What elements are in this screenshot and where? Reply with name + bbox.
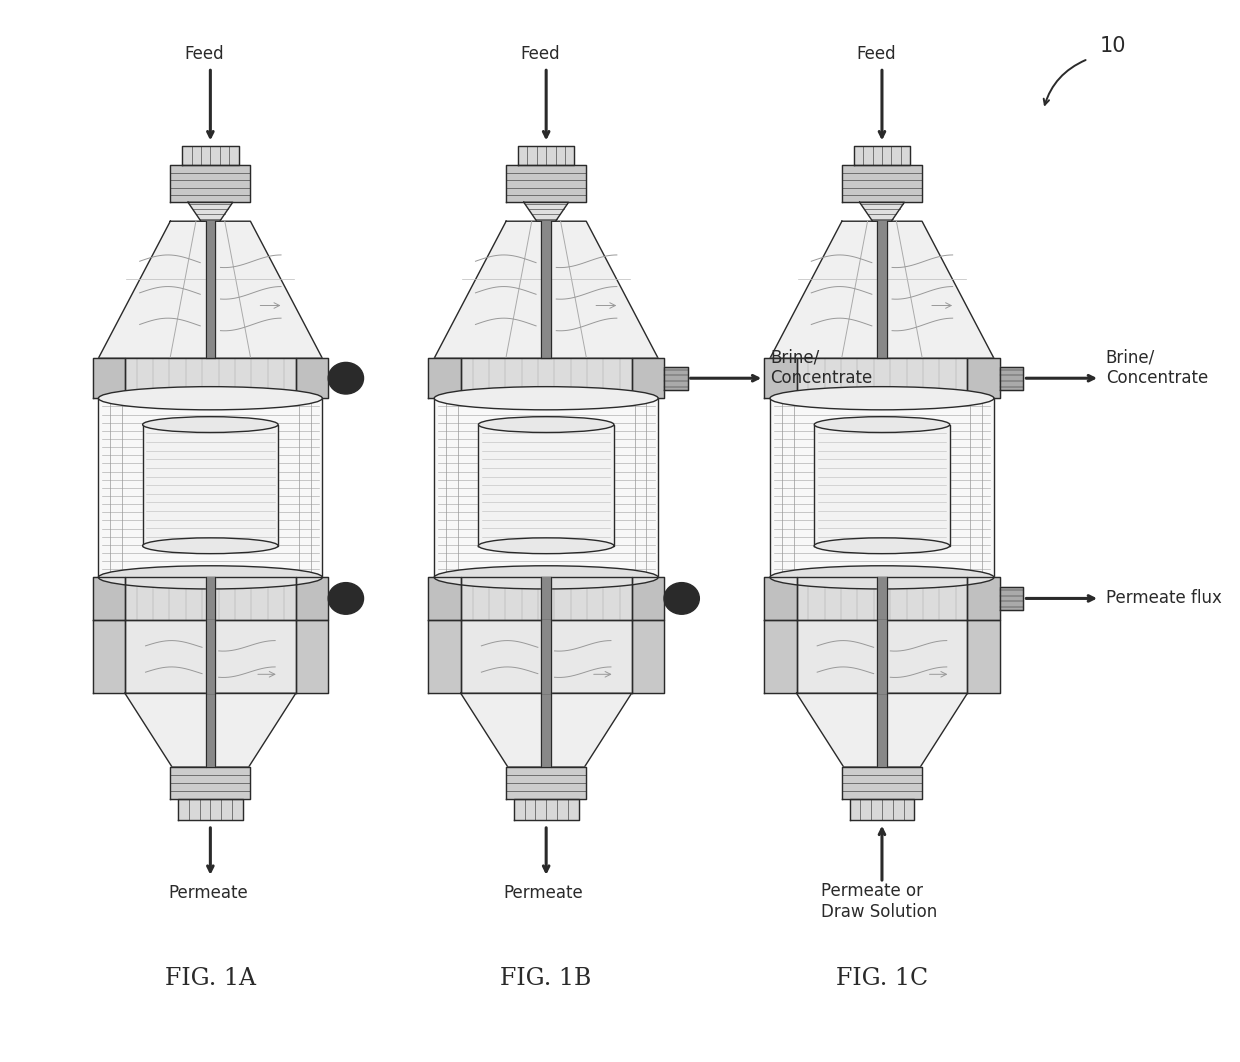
Polygon shape (796, 578, 967, 619)
Text: Brine/
Concentrate: Brine/ Concentrate (1106, 348, 1208, 387)
Polygon shape (143, 425, 278, 546)
Polygon shape (434, 221, 658, 358)
Polygon shape (182, 147, 238, 166)
Text: Permeate or
Draw Solution: Permeate or Draw Solution (821, 883, 937, 922)
Polygon shape (93, 578, 125, 619)
Polygon shape (98, 221, 322, 358)
Text: Permeate: Permeate (167, 885, 248, 903)
Polygon shape (877, 693, 887, 767)
Text: Permeate flux: Permeate flux (1106, 589, 1221, 607)
Polygon shape (796, 693, 967, 767)
Polygon shape (877, 221, 887, 358)
Polygon shape (877, 578, 887, 619)
Polygon shape (542, 221, 551, 358)
Polygon shape (859, 202, 904, 221)
Polygon shape (967, 619, 999, 693)
Ellipse shape (434, 387, 658, 410)
Polygon shape (434, 398, 658, 578)
Ellipse shape (770, 387, 994, 410)
Polygon shape (842, 767, 923, 799)
Polygon shape (849, 799, 914, 820)
Polygon shape (188, 202, 233, 221)
Ellipse shape (98, 387, 322, 410)
Text: FIG. 1B: FIG. 1B (501, 967, 591, 990)
Polygon shape (853, 147, 910, 166)
Polygon shape (542, 578, 551, 619)
Polygon shape (506, 767, 587, 799)
Polygon shape (479, 425, 614, 546)
Polygon shape (125, 578, 296, 619)
Polygon shape (428, 358, 461, 398)
Polygon shape (170, 767, 250, 799)
Polygon shape (523, 202, 569, 221)
Text: Brine/
Concentrate: Brine/ Concentrate (770, 348, 872, 387)
Ellipse shape (770, 566, 994, 589)
Polygon shape (542, 693, 551, 767)
Polygon shape (206, 619, 215, 693)
Polygon shape (296, 619, 329, 693)
Polygon shape (631, 358, 663, 398)
Text: 10: 10 (1100, 36, 1126, 56)
Ellipse shape (98, 566, 322, 589)
Polygon shape (796, 619, 967, 693)
Ellipse shape (815, 416, 950, 432)
Text: Feed: Feed (185, 45, 224, 63)
Polygon shape (518, 147, 574, 166)
Polygon shape (461, 619, 631, 693)
Polygon shape (764, 358, 796, 398)
Polygon shape (770, 221, 994, 358)
Polygon shape (125, 619, 296, 693)
Polygon shape (93, 358, 125, 398)
Polygon shape (764, 619, 796, 693)
Polygon shape (125, 693, 296, 767)
Polygon shape (631, 578, 663, 619)
Polygon shape (796, 358, 967, 398)
Text: Feed: Feed (521, 45, 560, 63)
Circle shape (329, 362, 363, 394)
Polygon shape (999, 587, 1023, 610)
Polygon shape (206, 693, 215, 767)
Polygon shape (296, 578, 329, 619)
Polygon shape (206, 221, 215, 358)
Circle shape (663, 583, 699, 614)
Polygon shape (967, 578, 999, 619)
Polygon shape (967, 358, 999, 398)
Polygon shape (663, 366, 687, 390)
Polygon shape (98, 398, 322, 578)
Polygon shape (170, 166, 250, 202)
Ellipse shape (479, 416, 614, 432)
Polygon shape (770, 398, 994, 578)
Polygon shape (461, 693, 631, 767)
Polygon shape (206, 578, 215, 619)
Polygon shape (93, 619, 125, 693)
Ellipse shape (479, 537, 614, 553)
Ellipse shape (143, 537, 278, 553)
Polygon shape (542, 619, 551, 693)
Polygon shape (877, 619, 887, 693)
Ellipse shape (434, 566, 658, 589)
Polygon shape (428, 619, 461, 693)
Polygon shape (999, 366, 1023, 390)
Polygon shape (506, 166, 587, 202)
Polygon shape (513, 799, 579, 820)
Polygon shape (764, 578, 796, 619)
Text: FIG. 1C: FIG. 1C (836, 967, 928, 990)
Polygon shape (842, 166, 923, 202)
Polygon shape (125, 358, 296, 398)
Polygon shape (296, 358, 329, 398)
Text: FIG. 1A: FIG. 1A (165, 967, 255, 990)
Ellipse shape (143, 416, 278, 432)
Text: Permeate: Permeate (503, 885, 584, 903)
Polygon shape (631, 619, 663, 693)
Ellipse shape (815, 537, 950, 553)
Circle shape (329, 583, 363, 614)
Polygon shape (461, 578, 631, 619)
Polygon shape (815, 425, 950, 546)
Polygon shape (179, 799, 243, 820)
Polygon shape (461, 358, 631, 398)
Text: Feed: Feed (856, 45, 895, 63)
Polygon shape (428, 578, 461, 619)
